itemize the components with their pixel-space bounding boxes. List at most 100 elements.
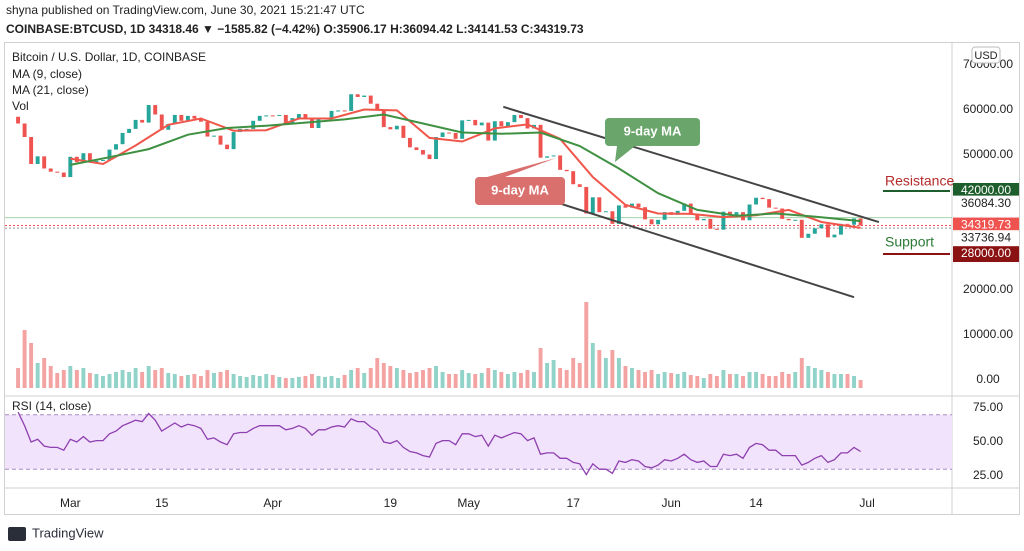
candle — [244, 128, 249, 130]
candle — [571, 171, 576, 185]
rsi-band — [5, 414, 952, 470]
volume-bar — [551, 360, 556, 388]
volume-bar — [381, 363, 386, 388]
candle — [114, 144, 118, 150]
volume-bar — [675, 374, 680, 388]
volume-bar — [492, 370, 497, 388]
volume-bar — [695, 376, 700, 388]
volume-bar — [453, 374, 458, 388]
header-line1: shyna published on TradingView.com, June… — [6, 3, 365, 17]
candle — [101, 159, 105, 161]
candle — [616, 205, 621, 224]
volume-bar — [101, 376, 105, 388]
volume-bar — [714, 376, 719, 388]
ma-line — [70, 113, 861, 223]
volume-bar — [146, 366, 151, 388]
candle — [825, 224, 830, 238]
volume-bar — [832, 374, 837, 388]
candle — [727, 211, 732, 215]
volume-bar — [375, 358, 380, 388]
candle — [858, 218, 863, 226]
volume-bar — [499, 372, 504, 388]
legend-entry: MA (21, close) — [12, 83, 89, 97]
volume-bar — [401, 370, 406, 388]
candle — [812, 228, 817, 234]
level-tag-label: 42000.00 — [961, 183, 1011, 197]
volume-bar — [727, 374, 732, 388]
candle — [623, 205, 628, 208]
candle — [48, 168, 53, 172]
level-name: Resistance — [885, 173, 954, 189]
volume-bar — [558, 368, 563, 388]
legend-entry: MA (9, close) — [12, 67, 82, 81]
candle — [421, 150, 425, 155]
volume-bar — [283, 378, 288, 388]
candle — [35, 156, 40, 164]
candle — [806, 233, 811, 238]
y-tick-label: 25.00 — [973, 468, 1003, 482]
volume-bar — [316, 376, 321, 388]
x-tick-label: 15 — [155, 496, 169, 510]
volume-bar — [68, 366, 73, 388]
volume-bar — [577, 363, 582, 388]
candle — [368, 95, 373, 104]
callout-text: 9-day MA — [491, 182, 549, 197]
candle — [401, 125, 406, 138]
candle — [329, 110, 334, 119]
candle — [205, 121, 210, 137]
price-tag-label: 34319.73 — [961, 218, 1011, 232]
volume-bar — [741, 376, 745, 388]
candle — [610, 211, 615, 224]
candle — [505, 122, 510, 127]
volume-bar — [22, 330, 27, 388]
candle — [42, 156, 47, 169]
volume-bar — [185, 375, 190, 388]
volume-bar — [708, 374, 713, 388]
volume-bar — [747, 372, 752, 388]
volume-bar — [264, 374, 269, 388]
candle — [773, 207, 778, 209]
y-tick-label: 20000.00 — [963, 282, 1013, 296]
candle — [231, 132, 236, 150]
candle — [440, 132, 445, 137]
volume-bar — [251, 375, 256, 388]
volume-bar — [414, 372, 419, 388]
volume-bar — [571, 358, 576, 388]
volume-bar — [460, 370, 465, 388]
volume-bar — [231, 374, 236, 388]
volume-bar — [839, 374, 843, 388]
candle — [754, 197, 759, 205]
volume-bar — [545, 363, 550, 388]
volume-bar — [610, 350, 615, 388]
candle — [799, 219, 804, 238]
volume-bar — [218, 372, 223, 388]
level-tag — [953, 182, 1019, 199]
candle — [747, 204, 752, 221]
candle — [695, 213, 700, 221]
volume-bar — [584, 302, 589, 388]
candle — [277, 114, 282, 116]
candle — [166, 123, 171, 130]
volume-bar — [434, 366, 439, 388]
volume-bar — [466, 373, 471, 388]
volume-bar — [16, 368, 21, 388]
volume-bar — [682, 372, 687, 388]
candle — [453, 132, 458, 139]
candle — [185, 115, 190, 121]
x-tick-label: 17 — [567, 496, 581, 510]
candle — [146, 105, 151, 123]
candle — [316, 118, 321, 128]
volume-bar — [512, 372, 517, 388]
candle — [120, 132, 125, 145]
callout-text: 9-day MA — [624, 123, 682, 138]
volume-bar — [192, 374, 197, 388]
volume-bar — [355, 368, 360, 388]
y-tick-label: 75.00 — [973, 400, 1003, 414]
candle — [466, 119, 471, 121]
candle — [551, 155, 556, 157]
candle — [479, 122, 484, 126]
volume-bar — [120, 370, 125, 388]
volume-bar — [238, 376, 243, 388]
candle — [845, 223, 850, 225]
